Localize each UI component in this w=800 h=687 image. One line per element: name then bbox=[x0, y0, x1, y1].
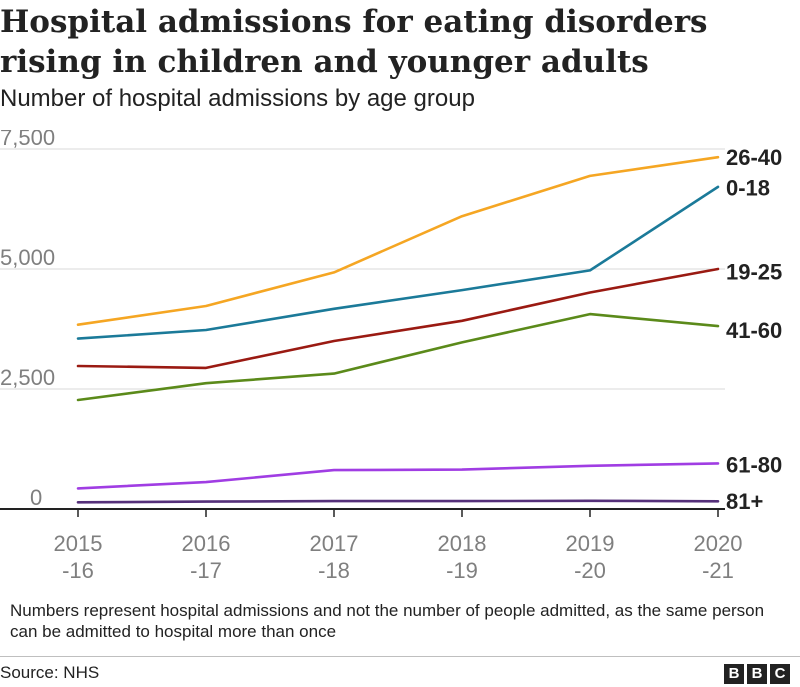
series-label-41-60: 41-60 bbox=[726, 318, 782, 343]
series-label-26-40: 26-40 bbox=[726, 145, 782, 170]
series-lines bbox=[76, 155, 720, 504]
bbc-logo-block: B bbox=[747, 664, 767, 684]
x-tick-label-year: 2019 bbox=[566, 531, 615, 556]
bbc-logo-block: B bbox=[724, 664, 744, 684]
chart-subtitle: Number of hospital admissions by age gro… bbox=[0, 85, 475, 112]
series-line-0-18 bbox=[76, 185, 720, 340]
series-line-81+ bbox=[76, 499, 720, 504]
series-label-61-80: 61-80 bbox=[726, 452, 782, 477]
y-tick-label: 5,000 bbox=[0, 245, 55, 270]
footer-divider bbox=[0, 656, 800, 657]
y-tick-label: 7,500 bbox=[0, 130, 55, 150]
series-line-41-60 bbox=[76, 312, 720, 402]
series-label-19-25: 19-25 bbox=[726, 259, 782, 284]
x-tick-label-year: 2020 bbox=[694, 531, 743, 556]
x-tick-label-range: -21 bbox=[702, 558, 734, 583]
y-tick-label: 2,500 bbox=[0, 365, 55, 390]
x-tick-label-range: -18 bbox=[318, 558, 350, 583]
series-line-19-25 bbox=[76, 267, 720, 370]
gridlines bbox=[0, 148, 725, 510]
series-labels: 26-40 0-18 19-25 41-60 61-80 81+ bbox=[726, 145, 782, 514]
x-tick-label-year: 2017 bbox=[310, 531, 359, 556]
bbc-logo: B B C bbox=[724, 664, 790, 684]
series-line-26-40 bbox=[76, 155, 720, 326]
x-tick-label-range: -17 bbox=[190, 558, 222, 583]
bbc-logo-block: C bbox=[770, 664, 790, 684]
series-label-0-18: 0-18 bbox=[726, 175, 770, 200]
x-tick-label-year: 2016 bbox=[182, 531, 231, 556]
chart-note: Numbers represent hospital admissions an… bbox=[10, 601, 765, 641]
x-tick-label-year: 2015 bbox=[54, 531, 103, 556]
x-tick-label-range: -20 bbox=[574, 558, 606, 583]
x-tick-label-range: -19 bbox=[446, 558, 478, 583]
series-label-81+: 81+ bbox=[726, 489, 763, 514]
series-line-61-80 bbox=[76, 462, 720, 490]
x-tick-label-year: 2018 bbox=[438, 531, 487, 556]
y-tick-label: 0 bbox=[30, 485, 42, 510]
x-axis-ticks: 2015-16 2016-17 2017-18 2018-19 2019-20 2020-… bbox=[54, 509, 743, 583]
source-credit: Source: NHS bbox=[0, 663, 100, 682]
x-tick-label-range: -16 bbox=[62, 558, 94, 583]
chart-title: Hospital admissions for eating disorders… bbox=[0, 4, 708, 80]
y-axis-ticks: 0 2,500 5,000 7,500 bbox=[0, 130, 55, 510]
